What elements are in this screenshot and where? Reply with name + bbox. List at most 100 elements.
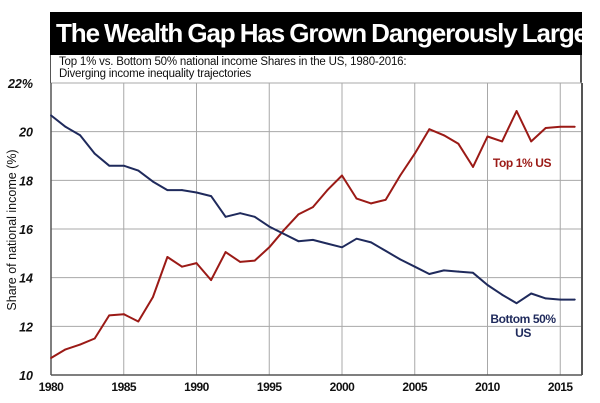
data-point-bottom-50-percent [151, 180, 154, 183]
data-point-bottom-50-percent [355, 237, 358, 240]
data-point-top-1-percent [399, 174, 402, 177]
y-tick-label: 22% [7, 77, 33, 91]
data-point-top-1-percent [544, 127, 547, 129]
data-point-bottom-50-percent [195, 191, 198, 194]
data-point-bottom-50-percent [297, 240, 300, 243]
gridlines [51, 82, 582, 375]
y-axis-label: Share of national income (%) [5, 149, 19, 310]
subtitle-box: Top 1% vs. Bottom 50% national income Sh… [50, 55, 582, 83]
x-tick-label: 1980 [39, 380, 65, 394]
data-point-bottom-50-percent [122, 164, 125, 167]
data-point-bottom-50-percent [486, 284, 489, 286]
data-point-top-1-percent [530, 140, 533, 143]
tick-labels: 10 12 14 16 18 20 22% 1980 1985 1990 1995 2000 2005 2… [7, 77, 574, 394]
x-tick-label: 1995 [257, 380, 283, 394]
data-point-bottom-50-percent [341, 246, 343, 249]
data-point-top-1-percent [442, 134, 445, 137]
data-point-bottom-50-percent [224, 215, 227, 218]
x-tick-label: 1990 [184, 380, 210, 394]
data-point-top-1-percent [472, 166, 474, 168]
data-point-bottom-50-percent [268, 225, 271, 228]
data-point-top-1-percent [312, 206, 314, 209]
data-point-bottom-50-percent [282, 232, 285, 235]
data-point-bottom-50-percent [181, 189, 183, 191]
data-point-top-1-percent [370, 202, 372, 205]
data-point-bottom-50-percent [239, 212, 242, 215]
data-point-top-1-percent [457, 142, 460, 145]
y-tick-label: 12 [19, 320, 33, 334]
data-point-bottom-50-percent [166, 189, 169, 191]
data-point-top-1-percent [195, 262, 198, 264]
data-point-bottom-50-percent [530, 292, 533, 295]
chart-subtitle-line-2: Diverging income inequality trajectories [59, 68, 252, 80]
data-point-top-1-percent [64, 348, 67, 351]
data-point-bottom-50-percent [544, 297, 547, 300]
data-point-top-1-percent [181, 265, 183, 268]
data-point-bottom-50-percent [370, 241, 372, 244]
y-tick-label: 16 [19, 223, 34, 237]
series-line-bottom-50-percent [50, 114, 575, 305]
data-point-bottom-50-percent [64, 125, 67, 128]
data-point-top-1-percent [239, 260, 242, 263]
data-point-top-1-percent [137, 320, 140, 323]
data-point-top-1-percent [268, 246, 271, 249]
data-point-top-1-percent [50, 357, 52, 359]
data-point-top-1-percent [282, 229, 285, 232]
x-tick-label: 2000 [330, 380, 356, 394]
data-point-top-1-percent [486, 135, 489, 138]
data-point-bottom-50-percent [457, 270, 460, 273]
y-tick-label: 20 [18, 126, 33, 140]
data-point-top-1-percent [428, 128, 431, 131]
data-point-bottom-50-percent [384, 250, 387, 252]
x-tick-label: 2010 [475, 380, 501, 394]
series-label-top-1-percent: Top 1% US [493, 156, 552, 170]
series-labels: Top 1% US Bottom 50%US [490, 156, 556, 340]
series-lines [50, 110, 576, 359]
data-point-bottom-50-percent [312, 239, 314, 241]
data-point-bottom-50-percent [93, 152, 96, 155]
data-point-bottom-50-percent [515, 302, 518, 305]
data-point-bottom-50-percent [573, 298, 576, 301]
data-point-top-1-percent [108, 314, 111, 317]
y-tick-label: 10 [19, 369, 33, 383]
data-point-top-1-percent [122, 313, 125, 316]
data-point-bottom-50-percent [108, 164, 111, 167]
chart-subtitle-line-1: Top 1% vs. Bottom 50% national income Sh… [59, 56, 407, 68]
data-point-bottom-50-percent [413, 265, 416, 268]
data-point-top-1-percent [413, 152, 416, 155]
data-point-top-1-percent [573, 125, 576, 128]
data-point-bottom-50-percent [559, 298, 562, 301]
data-point-top-1-percent [79, 343, 81, 346]
data-point-top-1-percent [297, 213, 300, 216]
data-point-top-1-percent [384, 198, 387, 201]
data-point-top-1-percent [224, 251, 227, 254]
data-point-bottom-50-percent [442, 269, 445, 272]
data-point-bottom-50-percent [399, 258, 402, 261]
data-point-top-1-percent [93, 337, 96, 340]
x-tick-label: 2015 [548, 380, 574, 394]
x-tick-label: 2005 [402, 380, 428, 394]
data-point-top-1-percent [166, 256, 169, 258]
data-point-bottom-50-percent [79, 134, 81, 137]
data-point-bottom-50-percent [428, 273, 431, 275]
data-point-top-1-percent [341, 174, 343, 177]
data-point-top-1-percent [355, 197, 358, 200]
data-point-top-1-percent [151, 296, 154, 299]
data-point-bottom-50-percent [501, 293, 503, 296]
y-tick-label: 14 [19, 272, 33, 286]
data-point-bottom-50-percent [137, 169, 140, 172]
title-banner: The Wealth Gap Has Grown Dangerously Lar… [50, 12, 600, 55]
x-tick-label: 1985 [111, 380, 137, 394]
series-label-bottom-50-percent: Bottom 50% [490, 312, 556, 326]
data-point-top-1-percent [253, 259, 256, 262]
data-point-top-1-percent [210, 279, 212, 281]
data-point-bottom-50-percent [253, 215, 256, 218]
data-point-bottom-50-percent [50, 114, 52, 117]
data-point-top-1-percent [501, 140, 503, 143]
y-tick-label: 18 [19, 174, 33, 188]
data-point-bottom-50-percent [210, 195, 212, 198]
data-point-top-1-percent [515, 110, 518, 112]
axes [50, 83, 583, 376]
